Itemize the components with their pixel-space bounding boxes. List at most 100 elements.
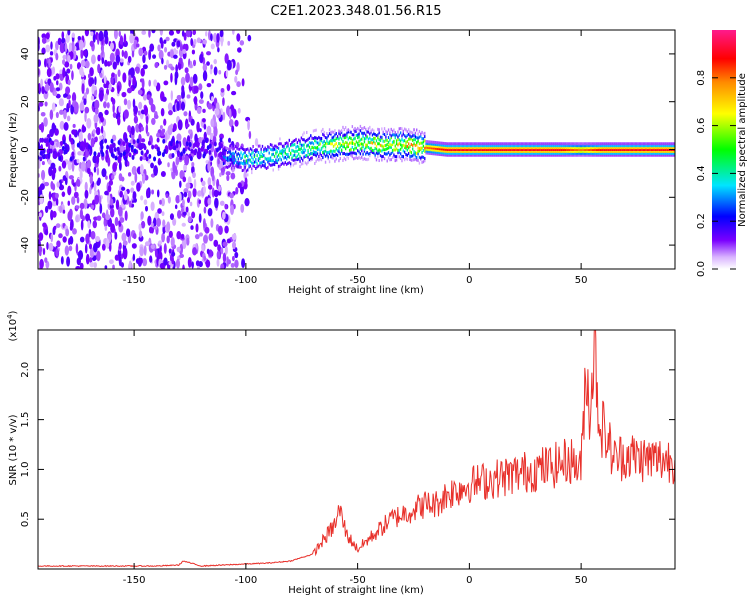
spectrogram-cell: [340, 143, 343, 147]
spectrogram-cell: [622, 146, 624, 150]
spectrogram-cell: [602, 146, 604, 150]
spectrogram-cell: [88, 243, 93, 250]
spectrogram-cell: [607, 151, 610, 155]
spectrogram-cell: [308, 136, 311, 140]
spectrogram-cell: [578, 149, 580, 153]
spectrogram-cell: [485, 148, 488, 151]
spectrogram-cell: [484, 148, 486, 151]
spectrogram-cell: [340, 137, 343, 141]
spectrogram-cell: [452, 153, 454, 157]
spectrogram-cell: [381, 149, 383, 153]
spectrogram-cell: [132, 253, 136, 262]
spectrogram-cell: [383, 157, 386, 161]
spectrogram-cell: [595, 144, 598, 148]
spectrogram-cell: [589, 151, 591, 155]
spectrogram-cell: [637, 149, 639, 153]
spectrogram-cell: [479, 142, 481, 146]
spectrogram-cell: [112, 112, 117, 118]
spectrogram-cell: [136, 138, 140, 144]
spectrogram-cell: [189, 60, 193, 69]
spectrogram-cell: [638, 148, 641, 151]
spectrogram-cell: [495, 149, 497, 153]
spectrogram-cell: [547, 144, 549, 148]
spectrogram-cell: [648, 144, 650, 148]
spectrogram-cell: [534, 151, 536, 155]
spectrogram-cell: [607, 149, 610, 153]
spectrogram-cell: [319, 152, 321, 156]
spectrogram-cell: [605, 153, 607, 157]
spectrogram-cell: [458, 153, 461, 157]
spectrogram-cell: [351, 155, 354, 159]
spectrogram-cell: [378, 151, 380, 155]
spectrogram-cell: [106, 144, 110, 150]
spectrogram-cell: [544, 148, 547, 151]
spectrogram-cell: [409, 134, 411, 138]
spectrogram-cell: [484, 153, 486, 157]
spectrogram-cell: [453, 151, 455, 155]
spectrogram-cell: [80, 219, 84, 231]
spectrogram-cell: [605, 146, 607, 150]
spectrogram-cell: [578, 146, 580, 150]
spectrogram-cell: [314, 139, 316, 143]
spectrogram-cell: [71, 32, 76, 38]
spectrogram-cell: [658, 148, 661, 151]
spectrogram-cell: [44, 229, 49, 236]
spectrogram-cell: [114, 155, 118, 161]
spectrogram-cell: [412, 154, 414, 158]
spectrogram-cell: [65, 228, 70, 237]
spectrogram-cell: [424, 131, 426, 135]
spectrogram-cell: [251, 171, 253, 175]
x-tick-label: -50: [349, 275, 365, 286]
spectrogram-cell: [564, 144, 567, 148]
spectrogram-cell: [387, 144, 390, 148]
spectrogram-cell: [484, 146, 486, 150]
spectrogram-cell: [403, 150, 406, 154]
spectrogram-cell: [645, 146, 647, 150]
spectrogram-cell: [370, 149, 372, 153]
spectrogram-cell: [551, 151, 553, 155]
spectrogram-cell: [198, 232, 203, 237]
spectrogram-cell: [228, 158, 230, 162]
spectrogram-cell: [416, 141, 418, 145]
spectrogram-cell: [593, 153, 595, 157]
spectrogram-cell: [547, 149, 549, 153]
spectrogram-cell: [401, 137, 403, 141]
spectrogram-cell: [181, 222, 186, 227]
spectrogram-cell: [55, 40, 59, 51]
spectrogram-cell: [484, 151, 486, 155]
spectrogram-cell: [147, 215, 152, 226]
spectrogram-cell: [277, 153, 280, 157]
spectrogram-cell: [334, 129, 336, 133]
spectrogram-cell: [118, 161, 122, 171]
spectrogram-cell: [523, 148, 525, 151]
spectrogram-cell: [450, 153, 453, 157]
spectrogram-cell: [403, 134, 406, 138]
spectrogram-cell: [243, 168, 245, 172]
colorbar-tick-label: 0.0: [696, 261, 707, 277]
spectrogram-cell: [595, 151, 598, 155]
spectrogram-cell: [405, 128, 407, 132]
spectrogram-cell: [315, 140, 317, 144]
spectrogram-cell: [185, 141, 189, 147]
spectrogram-cell: [267, 160, 269, 164]
spectrogram-cell: [521, 144, 524, 148]
spectrogram-cell: [434, 148, 437, 152]
spectrogram-cell: [350, 130, 352, 134]
spectrogram-cell: [62, 67, 66, 78]
spectrogram-cell: [512, 144, 514, 148]
spectrogram-cell: [67, 160, 72, 171]
spectrogram-cell: [107, 185, 112, 193]
spectrogram-cell: [563, 148, 565, 151]
spectrogram-cell: [156, 132, 161, 138]
spectrogram-cell: [67, 54, 71, 63]
spectrogram-cell: [171, 152, 175, 158]
spectrogram-cell: [586, 151, 588, 155]
spectrogram-cell: [606, 142, 608, 146]
spectrogram-cell: [542, 144, 544, 148]
spectrogram-cell: [210, 64, 213, 70]
spectrogram-cell: [611, 142, 614, 146]
spectrogram-cell: [373, 140, 375, 144]
spectrogram-cell: [76, 196, 80, 204]
spectrogram-cell: [179, 180, 182, 188]
spectrogram-cell: [289, 164, 292, 168]
